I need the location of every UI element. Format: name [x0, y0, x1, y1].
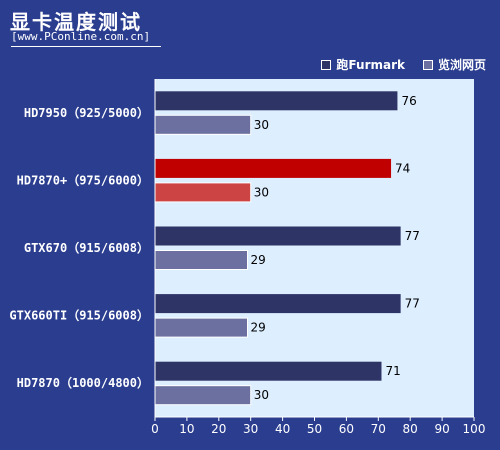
source-url: [www.PConline.com.cn] — [11, 30, 151, 43]
x-tick-label: 80 — [403, 422, 418, 436]
data-label-furmark: 76 — [401, 94, 416, 108]
bar-furmark — [155, 158, 392, 178]
legend-swatch-furmark — [321, 59, 332, 70]
legend-item-furmark: 跑Furmark — [321, 56, 405, 73]
legend: 跑Furmark 览浏网页 — [309, 56, 486, 73]
data-label-furmark: 77 — [405, 229, 420, 243]
data-label-furmark: 71 — [385, 364, 400, 378]
x-tick-label: 0 — [151, 422, 159, 436]
plot-area — [155, 79, 474, 417]
x-tick-label: 60 — [339, 422, 354, 436]
x-tick-label: 10 — [179, 422, 194, 436]
legend-swatch-web — [422, 59, 433, 70]
category-label: HD7870+（975/6000） — [17, 172, 149, 187]
x-tick-label: 50 — [307, 422, 322, 436]
x-tick-label: 100 — [463, 422, 486, 436]
data-label-web: 29 — [251, 253, 266, 267]
x-tick-label: 90 — [434, 422, 449, 436]
data-label-furmark: 74 — [395, 161, 410, 175]
x-tick-label: 40 — [275, 422, 290, 436]
legend-label-web: 览浏网页 — [437, 58, 486, 72]
data-label-web: 30 — [254, 388, 269, 402]
bar-web — [154, 385, 252, 406]
x-tick-label: 20 — [211, 422, 226, 436]
chart-title: 显卡温度测试 — [10, 10, 142, 34]
category-label: GTX660TI（915/6008） — [9, 308, 149, 323]
bar-web — [154, 250, 249, 270]
bar-furmark — [155, 91, 398, 111]
bar-furmark — [155, 294, 401, 314]
x-tick-label: 70 — [371, 422, 386, 436]
bar-web — [154, 182, 252, 203]
bar-web — [154, 317, 249, 338]
bar-furmark — [155, 226, 401, 246]
data-label-furmark: 77 — [405, 297, 420, 311]
bar-furmark — [155, 361, 382, 381]
data-label-web: 30 — [254, 118, 269, 132]
legend-item-web: 览浏网页 — [422, 56, 486, 73]
data-label-web: 29 — [251, 321, 266, 335]
category-label: HD7870（1000/4800） — [17, 375, 149, 390]
header-divider — [11, 46, 161, 47]
bar-web — [154, 114, 252, 135]
data-label-web: 30 — [254, 185, 269, 199]
category-label: GTX670（915/6008） — [24, 240, 149, 255]
x-tick-label: 30 — [243, 422, 258, 436]
category-label: HD7950（925/5000） — [24, 105, 149, 120]
legend-label-furmark: 跑Furmark — [336, 58, 405, 72]
